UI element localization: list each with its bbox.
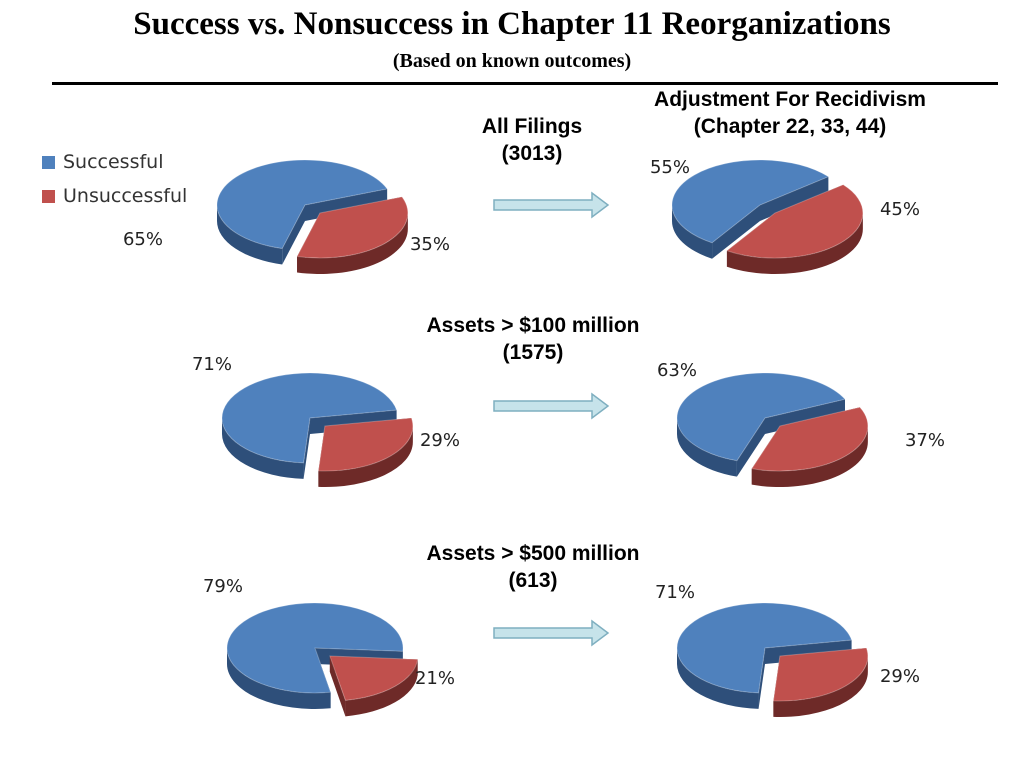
data-label-successful: 65% xyxy=(123,229,163,250)
pie-slice-top xyxy=(676,372,846,462)
pie-slice-wall xyxy=(758,648,765,709)
pie-slice-side xyxy=(227,648,403,709)
pie-slice-side xyxy=(318,426,413,488)
chart-legend: Successful Unsuccessful xyxy=(42,145,187,213)
pie-chart-6: 71% 29% xyxy=(655,582,920,718)
pie-slice-wall xyxy=(282,205,305,265)
pie-slice-wall xyxy=(760,176,829,221)
pie-slice-top xyxy=(329,655,419,701)
pie-slice-top xyxy=(671,159,830,244)
heading-assets-100-line2: (1575) xyxy=(502,341,564,364)
legend-label-successful: Successful xyxy=(63,151,164,173)
legend-item-successful: Successful xyxy=(42,145,187,179)
heading-assets-100: Assets > $100 million (1575) xyxy=(383,312,683,366)
data-label-successful: 55% xyxy=(650,157,690,178)
pie-slice-top xyxy=(296,196,409,259)
heading-assets-500: Assets > $500 million (613) xyxy=(383,540,683,594)
pie-slice-side xyxy=(751,426,868,488)
pie-slice-wall xyxy=(329,656,346,717)
pie-slice-wall xyxy=(303,418,310,479)
arrow-right-icon xyxy=(493,392,610,420)
data-label-successful: 71% xyxy=(192,354,232,375)
pie-slice-top xyxy=(317,417,414,472)
slide-title: Success vs. Nonsuccess in Chapter 11 Reo… xyxy=(133,6,891,42)
heading-adjustment-line2: (Chapter 22, 33, 44) xyxy=(693,115,887,138)
title-divider xyxy=(52,82,998,85)
data-label-unsuccessful: 35% xyxy=(410,234,450,255)
heading-assets-500-line2: (613) xyxy=(508,569,558,592)
pie-slice-side xyxy=(217,205,283,265)
pie-chart-4: 63% 37% xyxy=(657,360,945,488)
heading-assets-100-line1: Assets > $100 million xyxy=(426,314,640,337)
heading-assets-500-line1: Assets > $500 million xyxy=(426,542,640,565)
pie-slice-side xyxy=(726,213,863,275)
legend-swatch-successful xyxy=(42,155,55,169)
data-label-unsuccessful: 29% xyxy=(420,430,460,451)
heading-all-filings-line2: (3013) xyxy=(501,142,563,165)
pie-slice-side xyxy=(222,418,304,479)
pie-slice-wall xyxy=(736,418,765,477)
pie-slice-side xyxy=(773,656,868,718)
pie-slice-top xyxy=(226,602,404,694)
pie-chart-2: 55% 45% xyxy=(650,157,920,275)
data-label-successful: 79% xyxy=(203,576,243,597)
pie-slice-unsuccessful xyxy=(317,417,414,488)
pie-slice-side xyxy=(297,213,408,275)
pie-slice-wall xyxy=(712,205,760,259)
data-label-unsuccessful: 29% xyxy=(880,666,920,687)
pie-slice-unsuccessful xyxy=(329,655,419,717)
pie-slice-unsuccessful xyxy=(296,196,409,275)
arrow-right-icon xyxy=(493,619,610,647)
heading-adjustment-line1: Adjustment For Recidivism xyxy=(654,88,926,111)
pie-slice-side xyxy=(672,205,713,259)
pie-slice-side xyxy=(677,418,737,477)
pie-slice-top xyxy=(725,184,864,259)
pie-chart-5: 79% 21% xyxy=(203,576,455,717)
data-label-unsuccessful: 37% xyxy=(905,430,945,451)
heading-adjustment: Adjustment For Recidivism (Chapter 22, 3… xyxy=(590,86,990,140)
pie-slice-top xyxy=(772,647,869,702)
slide-subtitle: (Based on known outcomes) xyxy=(392,50,632,72)
pie-slice-side xyxy=(677,648,759,709)
heading-all-filings-line1: All Filings xyxy=(481,115,583,138)
arrow-right-icon xyxy=(493,191,610,219)
pie-slice-successful xyxy=(671,159,830,259)
legend-item-unsuccessful: Unsuccessful xyxy=(42,179,187,213)
pie-slice-top xyxy=(216,159,389,250)
pie-chart-3: 71% 29% xyxy=(192,354,460,488)
legend-label-unsuccessful: Unsuccessful xyxy=(63,185,188,207)
data-label-unsuccessful: 45% xyxy=(880,199,920,220)
pie-chart-1: 65% 35% xyxy=(123,159,450,275)
pie-slice-top xyxy=(221,372,398,464)
pie-slice-unsuccessful xyxy=(750,406,869,488)
data-label-successful: 71% xyxy=(655,582,695,603)
data-label-successful: 63% xyxy=(657,360,697,381)
data-label-unsuccessful: 21% xyxy=(415,668,455,689)
pie-slice-top xyxy=(750,406,869,472)
heading-all-filings: All Filings (3013) xyxy=(432,113,632,167)
legend-swatch-unsuccessful xyxy=(42,189,55,203)
pie-slice-side xyxy=(345,659,418,717)
pie-slice-top xyxy=(676,602,853,694)
pie-slice-unsuccessful xyxy=(725,184,864,275)
pie-slice-unsuccessful xyxy=(772,647,869,718)
